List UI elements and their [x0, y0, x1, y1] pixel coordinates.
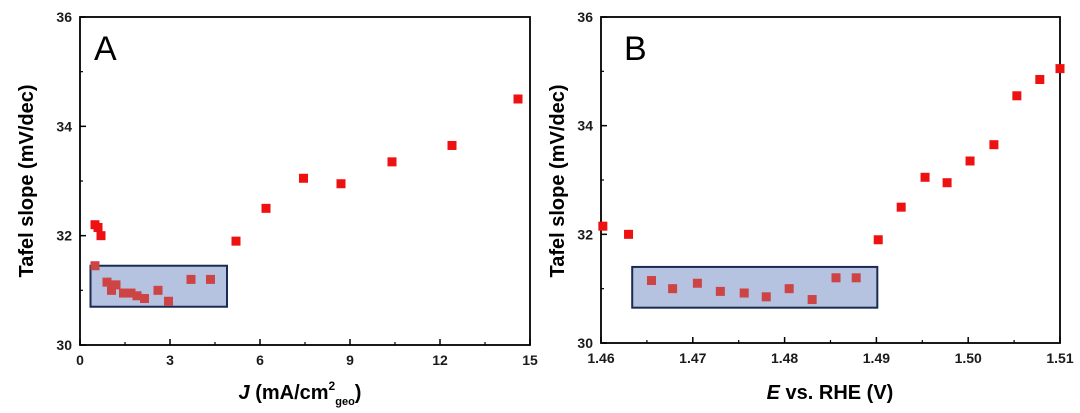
- x-axis-label-b-unit: vs. RHE (V): [780, 382, 893, 404]
- data-point-a: [90, 261, 100, 271]
- data-point-a: [164, 296, 173, 306]
- data-point-b: [1012, 91, 1022, 101]
- data-point-a: [261, 203, 271, 213]
- data-point-a: [96, 231, 106, 241]
- data-point-b: [739, 288, 749, 298]
- x-axis-label-a-close: ): [355, 382, 362, 404]
- data-point-b: [896, 202, 906, 212]
- x-tick-label-b: 1.48: [771, 350, 798, 366]
- x-axis-label-b: E vs. RHE (V): [767, 382, 894, 404]
- data-point-b: [646, 276, 656, 286]
- data-point-b: [784, 284, 794, 294]
- panel-label-a: A: [94, 30, 117, 68]
- x-axis-label-a-sup: 2: [329, 379, 336, 393]
- x-tick-label-a: 6: [256, 352, 264, 368]
- data-point-a: [513, 94, 523, 104]
- data-point-b: [807, 295, 817, 305]
- x-tick-label-b: 1.50: [955, 350, 982, 366]
- data-point-a: [153, 285, 163, 295]
- data-point-a: [231, 236, 241, 246]
- data-point-a: [93, 222, 103, 232]
- data-point-b: [873, 235, 883, 245]
- data-point-b: [715, 286, 725, 296]
- y-tick-label-b: 32: [577, 226, 593, 242]
- panel-label-b: B: [624, 30, 647, 68]
- x-tick-label-a: 12: [432, 352, 448, 368]
- x-axis-label-a-unit: (mA/cm: [250, 382, 329, 404]
- data-point-a: [111, 280, 121, 290]
- x-tick-label-a: 3: [166, 352, 174, 368]
- data-point-a: [387, 157, 397, 167]
- y-tick-label-a: 30: [56, 337, 72, 353]
- x-tick-label-a: 9: [346, 352, 354, 368]
- y-tick-label-b: 34: [577, 118, 593, 134]
- y-tick-label-b: 30: [577, 335, 593, 351]
- panel-b: 1.46 1.47 1.48 1.49 1.50 1.51 30 32 34 36 B Tafel…: [547, 9, 1074, 404]
- ticks-b: 1.46 1.47 1.48 1.49 1.50 1.51 30 32 34 36: [577, 9, 1073, 366]
- y-tick-label-b: 36: [577, 9, 593, 25]
- data-point-a: [336, 179, 346, 189]
- x-axis-label-b-var: E: [767, 382, 781, 404]
- points-a: [90, 94, 523, 306]
- data-point-a: [126, 288, 136, 298]
- data-point-b: [1055, 64, 1065, 74]
- y-axis-label-a: Tafel slope (mV/dec): [16, 84, 38, 277]
- x-tick-label-b: 1.51: [1046, 350, 1073, 366]
- data-point-b: [692, 278, 702, 288]
- y-axis-label-b: Tafel slope (mV/dec): [547, 84, 569, 277]
- x-axis-label-a-var: J: [239, 382, 251, 404]
- y-tick-label-a: 32: [56, 228, 72, 244]
- points-b: [598, 64, 1065, 305]
- data-point-b: [989, 140, 999, 150]
- data-point-a: [140, 294, 149, 304]
- data-point-a: [206, 274, 215, 284]
- data-point-a: [186, 274, 196, 284]
- data-point-b: [1035, 74, 1045, 84]
- y-tick-label-a: 36: [56, 9, 72, 25]
- data-point-a: [447, 140, 457, 150]
- data-point-b: [598, 221, 608, 231]
- x-tick-label-a: 15: [522, 352, 538, 368]
- data-point-b: [851, 273, 861, 283]
- x-tick-label-b: 1.46: [587, 350, 614, 366]
- x-axis-label-a-sub: geo: [335, 396, 355, 408]
- data-point-a: [119, 288, 128, 298]
- data-point-b: [668, 284, 678, 294]
- data-point-b: [965, 156, 975, 166]
- x-tick-label-b: 1.47: [679, 350, 706, 366]
- x-tick-label-b: 1.49: [863, 350, 890, 366]
- data-point-a: [102, 277, 112, 287]
- data-point-b: [920, 172, 930, 182]
- y-tick-label-a: 34: [56, 118, 72, 134]
- data-point-b: [831, 273, 841, 283]
- data-point-b: [624, 229, 634, 239]
- data-point-a: [107, 285, 116, 295]
- data-point-b: [761, 292, 771, 302]
- data-point-a: [299, 173, 308, 183]
- x-axis-label-a: J (mA/cm2 geo): [239, 379, 362, 408]
- data-point-b: [942, 178, 952, 188]
- x-tick-label-a: 0: [76, 352, 84, 368]
- data-point-a: [132, 291, 142, 301]
